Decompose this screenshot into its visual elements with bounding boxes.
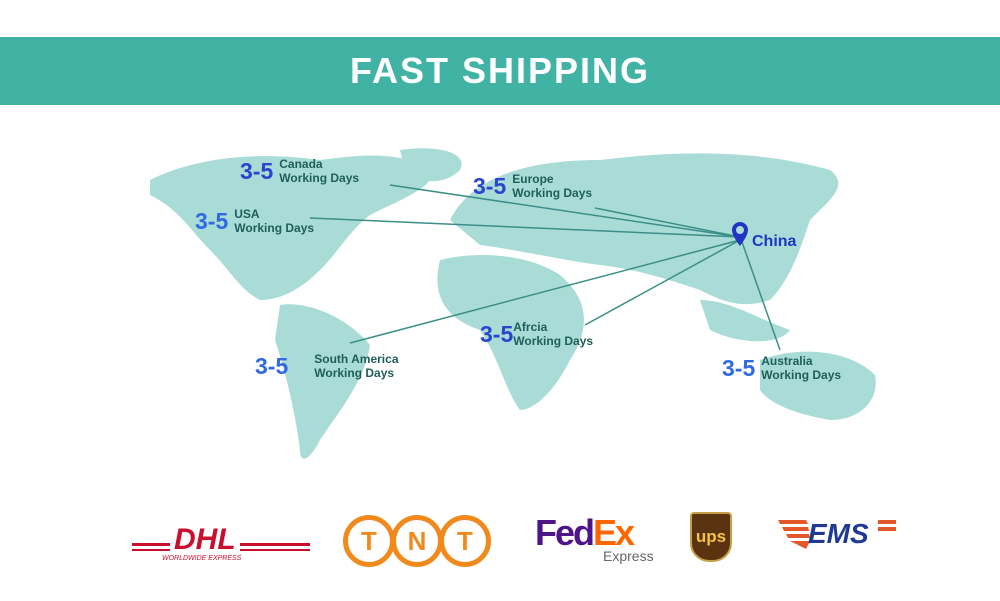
destination-australia: 3-5 Australia Working Days bbox=[722, 354, 841, 382]
days: 3-5 bbox=[480, 320, 514, 347]
route-australia bbox=[741, 241, 781, 351]
page-title: FAST SHIPPING bbox=[349, 50, 651, 91]
australia bbox=[760, 351, 876, 420]
days: 3-5 bbox=[255, 352, 289, 379]
days: 3-5 bbox=[722, 354, 756, 381]
southeast-asia bbox=[700, 300, 790, 342]
africa bbox=[437, 255, 584, 410]
greenland bbox=[400, 148, 462, 182]
ups-text: ups bbox=[695, 527, 727, 546]
region: South America bbox=[314, 352, 399, 366]
fedex-express: Express bbox=[603, 548, 654, 564]
tnt-letter: T bbox=[343, 515, 395, 567]
location-pin-icon bbox=[732, 222, 748, 246]
days: 3-5 bbox=[195, 207, 229, 234]
working-days: Working Days bbox=[513, 334, 594, 348]
south-america bbox=[275, 304, 370, 459]
ups-logo: ups bbox=[690, 512, 732, 562]
working-days: Working Days bbox=[512, 186, 593, 200]
working-days: Working Days bbox=[314, 366, 395, 380]
origin-label: China bbox=[752, 233, 797, 250]
working-days: Working Days bbox=[761, 368, 842, 382]
fedex-fed: Fed bbox=[535, 512, 595, 553]
fedex-ex: Ex bbox=[593, 512, 635, 553]
ems-text: EMS bbox=[808, 518, 869, 549]
tnt-logo: T N T bbox=[343, 515, 491, 567]
dhl-logo: DHL WORLDWIDE EXPRESS bbox=[132, 525, 310, 565]
region: Afrcia bbox=[513, 320, 548, 334]
days: 3-5 bbox=[473, 172, 507, 199]
dhl-text: DHL bbox=[170, 525, 240, 555]
destination-africa: 3-5 Afrcia Working Days bbox=[480, 320, 593, 348]
tnt-letter: T bbox=[439, 515, 491, 567]
europe-asia bbox=[450, 153, 839, 305]
route-europe bbox=[594, 207, 741, 238]
destination-usa: 3-5 USA Working Days bbox=[195, 207, 314, 235]
destination-europe: 3-5 Europe Working Days bbox=[473, 172, 592, 200]
region: Australia bbox=[761, 354, 813, 368]
route-africa bbox=[584, 239, 741, 326]
region: Europe bbox=[512, 172, 554, 186]
route-canada bbox=[389, 184, 741, 238]
route-usa bbox=[309, 217, 741, 238]
route-south-america bbox=[349, 239, 741, 344]
fedex-logo: FedEx Express bbox=[535, 512, 654, 564]
days: 3-5 bbox=[240, 157, 274, 184]
region: Canada bbox=[279, 157, 323, 171]
dhl-subtext: WORLDWIDE EXPRESS bbox=[162, 555, 242, 562]
working-days: Working Days bbox=[279, 171, 360, 185]
ems-stripes bbox=[778, 520, 896, 549]
region: USA bbox=[234, 207, 260, 221]
tnt-letter: N bbox=[391, 515, 443, 567]
destination-south-america: 3-5 South America Working Days bbox=[255, 352, 399, 380]
header-banner: FAST SHIPPING bbox=[0, 37, 1000, 105]
destination-canada: 3-5 Canada Working Days bbox=[240, 157, 359, 185]
working-days: Working Days bbox=[234, 221, 315, 235]
north-america bbox=[150, 155, 432, 300]
ems-logo: EMS bbox=[778, 518, 898, 552]
shipping-routes bbox=[309, 184, 781, 351]
